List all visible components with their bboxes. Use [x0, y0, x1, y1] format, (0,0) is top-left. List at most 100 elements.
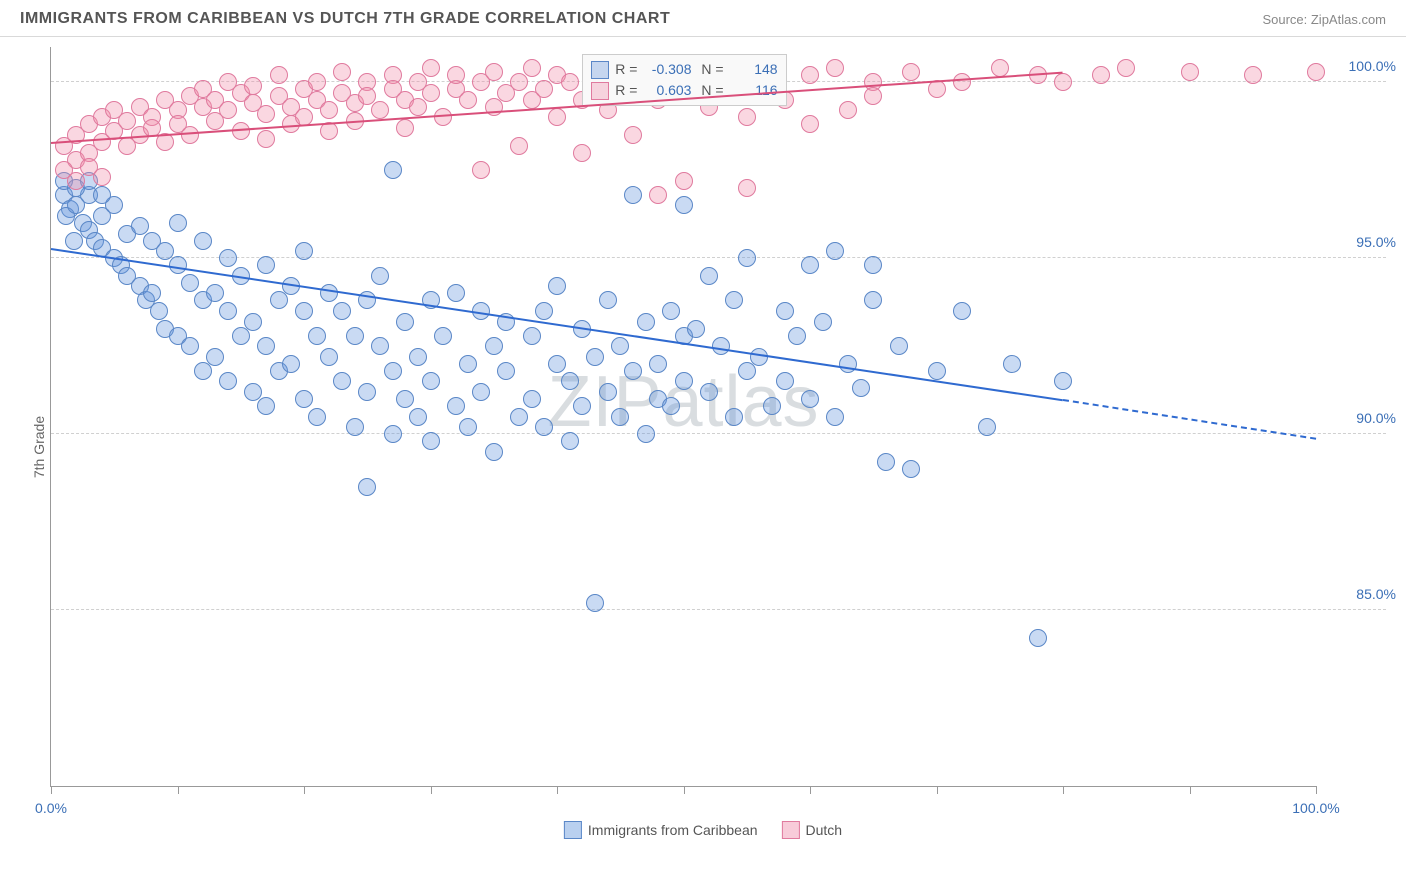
- data-point: [864, 256, 882, 274]
- data-point: [181, 337, 199, 355]
- data-point: [839, 101, 857, 119]
- data-point: [561, 73, 579, 91]
- data-point: [510, 408, 528, 426]
- data-point: [257, 256, 275, 274]
- y-axis-label: 7th Grade: [31, 416, 47, 478]
- data-point: [270, 291, 288, 309]
- y-tick-label: 100.0%: [1349, 58, 1396, 74]
- data-point: [333, 63, 351, 81]
- stat-r-label: R =: [615, 59, 637, 80]
- stat-n-label: N =: [697, 59, 723, 80]
- data-point: [675, 372, 693, 390]
- data-point: [510, 73, 528, 91]
- data-point: [801, 66, 819, 84]
- data-point: [611, 337, 629, 355]
- legend-swatch: [591, 82, 609, 100]
- data-point: [561, 432, 579, 450]
- data-point: [93, 186, 111, 204]
- data-point: [877, 453, 895, 471]
- data-point: [346, 327, 364, 345]
- data-point: [358, 478, 376, 496]
- data-point: [624, 126, 642, 144]
- x-tick-label: 0.0%: [35, 800, 67, 816]
- data-point: [308, 327, 326, 345]
- data-point: [586, 594, 604, 612]
- data-point: [181, 126, 199, 144]
- data-point: [459, 91, 477, 109]
- x-tick: [1316, 786, 1317, 794]
- x-tick: [810, 786, 811, 794]
- data-point: [763, 397, 781, 415]
- data-point: [219, 249, 237, 267]
- data-point: [738, 108, 756, 126]
- data-point: [434, 327, 452, 345]
- plot-area: ZIPatlas 85.0%90.0%95.0%100.0%0.0%100.0%…: [50, 47, 1316, 787]
- data-point: [1117, 59, 1135, 77]
- data-point: [422, 372, 440, 390]
- data-point: [573, 144, 591, 162]
- data-point: [826, 59, 844, 77]
- data-point: [384, 161, 402, 179]
- data-point: [282, 355, 300, 373]
- data-point: [206, 348, 224, 366]
- x-tick: [684, 786, 685, 794]
- data-point: [662, 302, 680, 320]
- data-point: [485, 63, 503, 81]
- data-point: [535, 418, 553, 436]
- data-point: [1003, 355, 1021, 373]
- data-point: [599, 291, 617, 309]
- data-point: [333, 372, 351, 390]
- data-point: [637, 425, 655, 443]
- data-point: [725, 291, 743, 309]
- data-point: [384, 362, 402, 380]
- data-point: [586, 348, 604, 366]
- data-point: [244, 77, 262, 95]
- data-point: [902, 63, 920, 81]
- data-point: [788, 327, 806, 345]
- data-point: [801, 115, 819, 133]
- data-point: [738, 362, 756, 380]
- data-point: [928, 362, 946, 380]
- data-point: [409, 408, 427, 426]
- data-point: [611, 408, 629, 426]
- data-point: [953, 302, 971, 320]
- data-point: [485, 443, 503, 461]
- data-point: [801, 390, 819, 408]
- data-point: [776, 302, 794, 320]
- data-point: [93, 168, 111, 186]
- data-point: [535, 302, 553, 320]
- data-point: [1054, 73, 1072, 91]
- legend-swatch: [782, 821, 800, 839]
- x-tick: [1063, 786, 1064, 794]
- stat-n-value: 148: [730, 59, 778, 80]
- data-point: [662, 397, 680, 415]
- data-point: [535, 80, 553, 98]
- data-point: [801, 256, 819, 274]
- data-point: [308, 408, 326, 426]
- data-point: [396, 313, 414, 331]
- data-point: [649, 355, 667, 373]
- data-point: [523, 59, 541, 77]
- x-tick: [1190, 786, 1191, 794]
- legend-item: Immigrants from Caribbean: [564, 821, 758, 839]
- data-point: [548, 108, 566, 126]
- data-point: [1029, 629, 1047, 647]
- chart-container: 7th Grade ZIPatlas 85.0%90.0%95.0%100.0%…: [0, 37, 1406, 857]
- x-tick: [178, 786, 179, 794]
- x-tick: [304, 786, 305, 794]
- data-point: [206, 284, 224, 302]
- data-point: [422, 432, 440, 450]
- stat-r-label: R =: [615, 80, 637, 101]
- data-point: [675, 196, 693, 214]
- data-point: [1092, 66, 1110, 84]
- data-point: [826, 242, 844, 260]
- data-point: [902, 460, 920, 478]
- data-point: [396, 390, 414, 408]
- data-point: [320, 122, 338, 140]
- data-point: [422, 59, 440, 77]
- bottom-legend: Immigrants from CaribbeanDutch: [564, 821, 842, 839]
- gridline: [51, 433, 1386, 434]
- data-point: [523, 327, 541, 345]
- data-point: [422, 84, 440, 102]
- data-point: [194, 362, 212, 380]
